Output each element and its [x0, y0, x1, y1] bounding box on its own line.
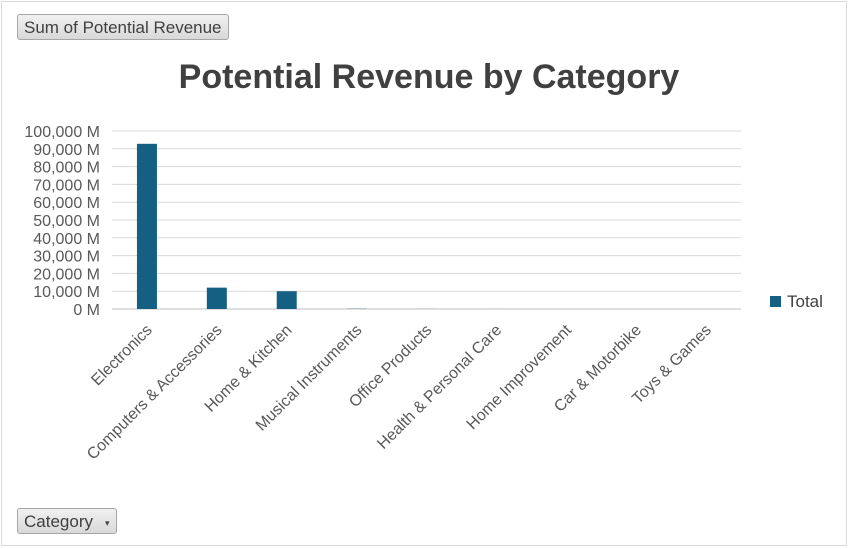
- y-tick-label: 10,000 M: [33, 284, 100, 301]
- axis-field-button[interactable]: Category ▾: [17, 508, 117, 534]
- legend-label: Total: [787, 292, 823, 311]
- y-tick-label: 100,000 M: [24, 124, 100, 141]
- y-tick-label: 50,000 M: [33, 213, 100, 230]
- bar-electronics[interactable]: [136, 143, 157, 309]
- bar-computers-accessories[interactable]: [206, 287, 227, 309]
- y-tick-label: 0 M: [73, 302, 100, 319]
- y-tick-label: 30,000 M: [33, 249, 100, 266]
- x-tick-label: Health & Personal Care: [374, 322, 505, 453]
- bar-home-kitchen[interactable]: [276, 291, 297, 309]
- legend[interactable]: Total: [770, 292, 823, 312]
- x-tick-label: Computers & Accessories: [84, 322, 226, 464]
- y-tick-label: 80,000 M: [33, 160, 100, 177]
- y-tick-label: 70,000 M: [33, 177, 100, 194]
- legend-swatch: [770, 296, 781, 307]
- y-tick-label: 60,000 M: [33, 195, 100, 212]
- dropdown-arrow-icon: ▾: [104, 517, 110, 528]
- x-tick-label: Electronics: [88, 322, 155, 389]
- value-field-button[interactable]: Sum of Potential Revenue: [17, 14, 229, 40]
- chart-title: Potential Revenue by Category: [178, 58, 680, 96]
- y-tick-label: 20,000 M: [33, 266, 100, 283]
- y-tick-label: 90,000 M: [33, 142, 100, 159]
- y-tick-label: 40,000 M: [33, 231, 100, 248]
- axis-field-label: Category: [24, 512, 93, 531]
